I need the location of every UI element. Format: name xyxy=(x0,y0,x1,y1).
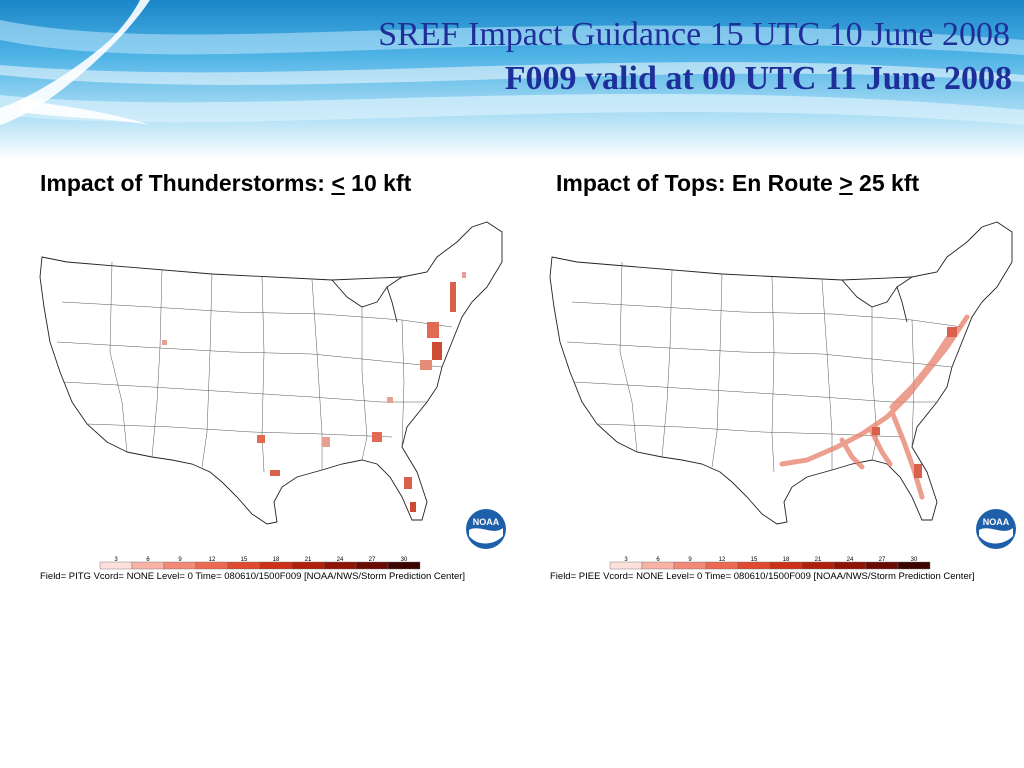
left-legend-swatch xyxy=(323,561,357,570)
right-color-legend: 3 6 9 12 15 18 21 24 27 30 xyxy=(609,557,931,570)
left-title-suffix: 10 kft xyxy=(344,170,412,196)
right-legend-swatch xyxy=(833,561,867,570)
left-legend-label: 9 xyxy=(178,557,182,563)
page-subtitle: F009 valid at 00 UTC 11 June 2008 xyxy=(504,60,1012,97)
right-legend-swatch xyxy=(897,561,931,570)
noaa-logo-text: NOAA xyxy=(983,517,1010,527)
right-legend-swatch xyxy=(705,561,739,570)
thunderstorm-map-panel: NOAA 3 6 9 12 15 18 21 24 27 30 Field= PITG Vcord… xyxy=(32,202,507,587)
right-legend-swatch xyxy=(737,561,771,570)
right-title-prefix: Impact of Tops: En Route xyxy=(556,170,840,196)
noaa-logo-text: NOAA xyxy=(473,517,500,527)
left-color-legend: 3 6 9 12 15 18 21 24 27 30 xyxy=(99,557,421,570)
right-panel-title: Impact of Tops: En Route > 25 kft xyxy=(556,170,919,197)
right-title-suffix: 25 kft xyxy=(852,170,920,196)
right-legend-swatch xyxy=(769,561,803,570)
left-legend-label: 15 xyxy=(241,557,248,563)
left-legend-swatch xyxy=(355,561,389,570)
right-legend-label: 27 xyxy=(879,557,886,563)
left-legend-swatch xyxy=(387,561,421,570)
right-legend-label: 6 xyxy=(656,557,660,563)
tops-map-panel: NOAA 3 6 9 12 15 18 21 24 27 30 Field= PIEE Vcord… xyxy=(542,202,1017,587)
left-legend-label: 3 xyxy=(114,557,118,563)
right-legend-swatch xyxy=(641,561,675,570)
tops-impact-shading xyxy=(779,314,970,500)
left-legend-label: 24 xyxy=(337,557,344,563)
noaa-logo-icon: NOAA xyxy=(976,509,1016,549)
right-legend-swatch xyxy=(801,561,835,570)
right-legend-label: 18 xyxy=(783,557,790,563)
left-field-caption: Field= PITG Vcord= NONE Level= 0 Time= 0… xyxy=(40,571,466,582)
right-legend-label: 30 xyxy=(911,557,918,563)
left-title-prefix: Impact of Thunderstorms: xyxy=(40,170,332,196)
right-legend-label: 9 xyxy=(688,557,692,563)
right-legend-label: 3 xyxy=(624,557,628,563)
left-legend-swatch xyxy=(195,561,229,570)
left-legend-swatch xyxy=(131,561,165,570)
tops-map xyxy=(549,221,1013,525)
left-title-symbol: < xyxy=(331,170,345,196)
right-legend-label: 24 xyxy=(847,557,854,563)
page-title: SREF Impact Guidance 15 UTC 10 June 2008 xyxy=(378,16,1010,53)
left-legend-label: 6 xyxy=(146,557,150,563)
right-legend-label: 21 xyxy=(815,557,822,563)
left-legend-label: 21 xyxy=(305,557,312,563)
right-legend-label: 15 xyxy=(751,557,758,563)
us-outline xyxy=(39,221,503,525)
header-banner: SREF Impact Guidance 15 UTC 10 June 2008… xyxy=(0,0,1024,160)
right-title-symbol: > xyxy=(839,170,853,196)
tops-impact-cores xyxy=(872,327,957,478)
left-legend-swatch xyxy=(227,561,261,570)
left-legend-swatch xyxy=(259,561,293,570)
state-borders xyxy=(56,261,453,473)
right-legend-swatch xyxy=(609,561,643,570)
left-legend-swatch xyxy=(99,561,133,570)
left-legend-swatch xyxy=(291,561,325,570)
right-legend-swatch xyxy=(865,561,899,570)
noaa-logo-icon: NOAA xyxy=(466,509,506,549)
left-legend-swatch xyxy=(163,561,197,570)
banner-swoosh-graphic xyxy=(0,0,1024,125)
us-outline xyxy=(549,221,1013,525)
thunderstorm-impact-shading xyxy=(162,272,466,512)
thunderstorm-map xyxy=(39,221,503,525)
left-panel-title: Impact of Thunderstorms: < 10 kft xyxy=(40,170,411,197)
left-legend-label: 27 xyxy=(369,557,376,563)
left-legend-label: 12 xyxy=(209,557,216,563)
left-legend-label: 18 xyxy=(273,557,280,563)
right-legend-swatch xyxy=(673,561,707,570)
left-legend-label: 30 xyxy=(401,557,408,563)
right-field-caption: Field= PIEE Vcord= NONE Level= 0 Time= 0… xyxy=(550,571,975,582)
right-legend-label: 12 xyxy=(719,557,726,563)
